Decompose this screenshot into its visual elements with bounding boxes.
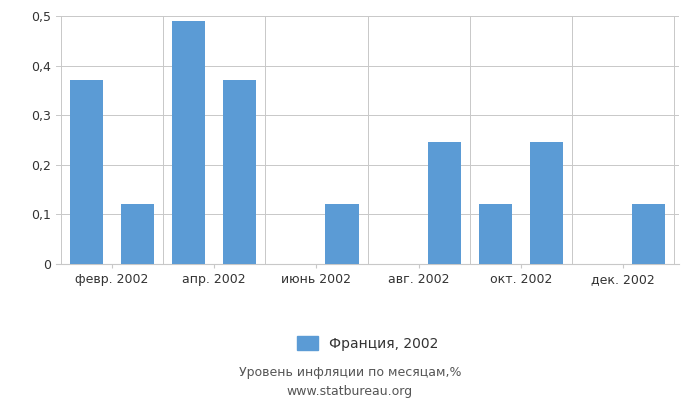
Bar [70,80,103,264]
Bar [326,204,358,264]
Text: Уровень инфляции по месяцам,%
www.statbureau.org: Уровень инфляции по месяцам,% www.statbu… [239,366,461,398]
Bar [530,142,563,264]
Bar [428,142,461,264]
Bar [172,21,205,264]
Bar [223,80,256,264]
Bar [479,204,512,264]
Legend: Франция, 2002: Франция, 2002 [291,330,444,356]
Bar [121,204,154,264]
Bar [632,204,665,264]
